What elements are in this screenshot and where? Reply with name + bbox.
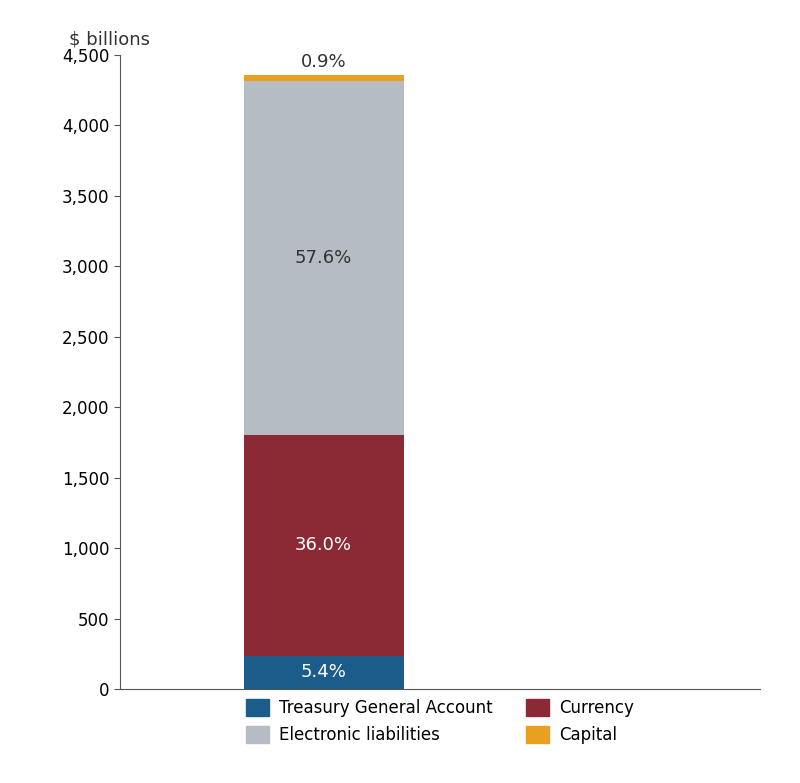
Bar: [244, 435, 404, 656]
Bar: [244, 656, 404, 689]
Text: 57.6%: 57.6%: [295, 249, 352, 267]
Text: 5.4%: 5.4%: [301, 663, 346, 681]
Bar: [244, 81, 404, 435]
Bar: [244, 75, 404, 81]
Text: 36.0%: 36.0%: [295, 536, 352, 554]
Text: $ billions: $ billions: [69, 31, 150, 49]
Text: 0.9%: 0.9%: [301, 53, 346, 71]
Legend: Treasury General Account, Electronic liabilities, Currency, Capital: Treasury General Account, Electronic lia…: [239, 692, 641, 750]
